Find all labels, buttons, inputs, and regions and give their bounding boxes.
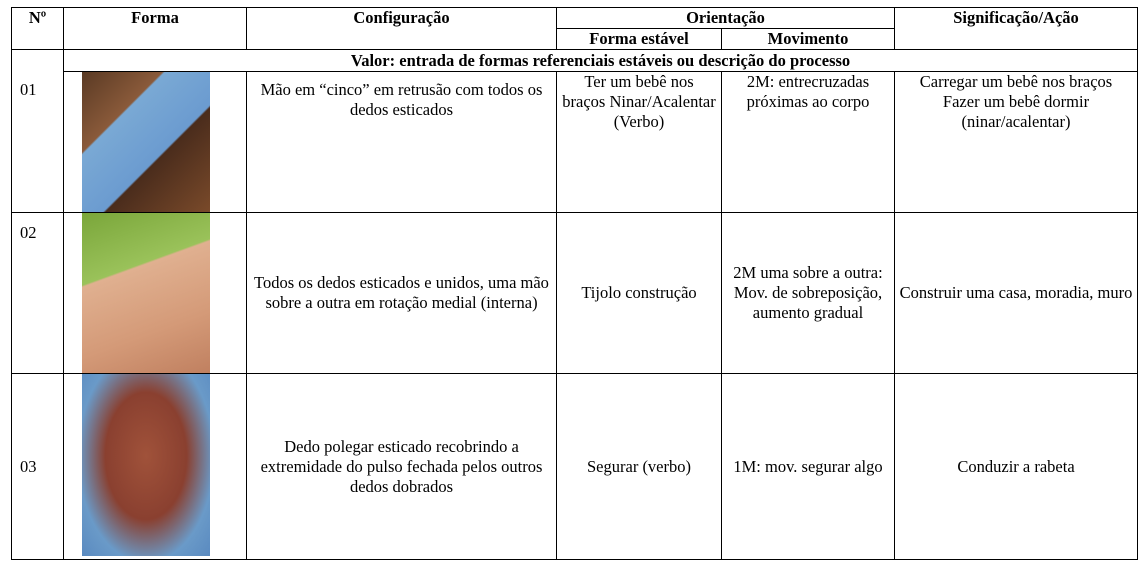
configuration-cell: Dedo polegar esticado recobrindo a extre…: [246, 373, 557, 560]
stable-shape-cell: Ter um bebê nos braços Ninar/Acalentar (…: [556, 71, 722, 213]
header-cell: Forma estável: [556, 28, 722, 50]
configuration-cell: Todos os dedos esticados e unidos, uma m…: [246, 212, 557, 374]
section-title: Valor: entrada de formas referenciais es…: [63, 49, 1138, 72]
movement-cell: 1M: mov. segurar algo: [721, 373, 895, 560]
photo: [82, 213, 210, 373]
meaning-cell: Carregar um bebê nos braços Fazer um bebê…: [894, 71, 1138, 213]
header-cell: Configuração: [246, 7, 557, 50]
header-cell: Nº: [11, 7, 64, 50]
meaning-line: Carregar um bebê nos braços: [919, 72, 1113, 91]
header-cell: Orientação: [556, 7, 895, 29]
row-number: 01: [11, 49, 64, 213]
meaning-cell: Conduzir a rabeta: [894, 373, 1138, 560]
meaning-line: Conduzir a rabeta: [957, 456, 1075, 476]
photo-cell: [63, 71, 247, 213]
photo-cell: [63, 212, 247, 374]
photo-cell: [63, 373, 247, 560]
configuration-cell: Mão em “cinco” em retrusão com todos os …: [246, 71, 557, 213]
stable-shape-cell: Tijolo construção: [556, 212, 722, 374]
row-number: 02: [11, 212, 64, 374]
meaning-line: Construir uma casa, moradia, muro: [899, 283, 1133, 302]
header-cell: Significação/Ação: [894, 7, 1138, 50]
meaning-cell: Construir uma casa, moradia, muro: [894, 212, 1138, 374]
movement-cell: 2M: entrecruzadas próximas ao corpo: [721, 71, 895, 213]
header-cell: Movimento: [721, 28, 895, 50]
photo: [82, 374, 210, 556]
photo: [82, 72, 210, 212]
stable-shape-cell: Segurar (verbo): [556, 373, 722, 560]
header-cell: Forma: [63, 7, 247, 50]
row-number: 03: [11, 373, 64, 560]
movement-cell: 2M uma sobre a outra: Mov. de sobreposiç…: [721, 212, 895, 374]
gesture-table: Nº Forma Configuração Orientação Signifi…: [11, 7, 1138, 560]
meaning-line: Fazer um bebê dormir (ninar/acalentar): [942, 92, 1090, 131]
